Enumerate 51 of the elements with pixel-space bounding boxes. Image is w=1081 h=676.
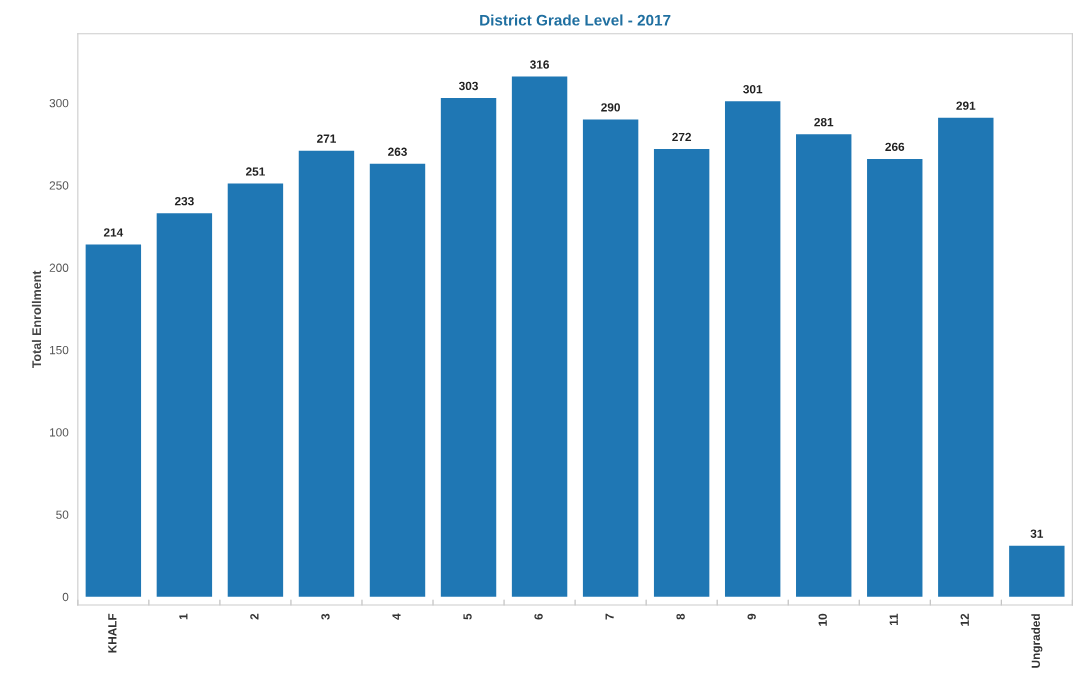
x-tick-label: 2 [250,613,259,620]
y-tick-label: 150 [50,345,69,355]
bar [724,101,781,597]
data-label: 31 [1030,529,1044,538]
x-tick-label: 10 [818,613,827,626]
bar [298,150,355,597]
y-tick-label: 0 [62,592,69,602]
bar [227,183,284,597]
data-label: 263 [388,147,407,156]
bar [511,76,568,597]
x-tick-label: 11 [889,613,898,626]
bar [796,134,852,597]
data-label: 303 [458,81,478,91]
x-tick-label: 7 [605,613,614,620]
y-tick-label: 50 [56,510,69,519]
x-tick-label: 1 [179,613,188,620]
y-tick-label: 100 [50,428,69,437]
data-label: 301 [743,85,763,94]
x-tick-label: 6 [534,613,543,620]
x-tick-label: KHALF [108,613,117,653]
y-tick-label: 300 [49,98,69,108]
x-tick-label: 5 [463,613,472,620]
bar [440,98,497,597]
bar [867,158,923,597]
x-tick-label: 3 [321,613,330,620]
y-axis-title: Total Enrollment [31,270,42,369]
bar [85,244,142,597]
x-tick-label: 4 [392,613,401,620]
x-tick-label: 8 [676,613,685,620]
data-label: 316 [530,60,549,69]
y-tick-label: 250 [49,181,69,190]
data-label: 251 [245,167,265,176]
x-tick-label: 9 [747,613,756,620]
x-tick-label: Ungraded [1031,614,1043,668]
data-label: 271 [317,134,336,143]
bar [1009,545,1065,597]
bar [369,163,426,597]
data-label: 291 [956,101,976,110]
x-tick-label: 12 [960,613,969,626]
data-label: 272 [672,132,692,142]
bar [156,213,213,597]
data-label: 290 [601,103,620,112]
bar [653,149,710,597]
data-label: 266 [885,142,905,152]
data-label: 233 [174,196,194,206]
chart-title: District Grade Level - 2017 [480,14,671,26]
data-label: 214 [103,228,124,237]
bar [938,117,994,597]
bar [582,119,639,597]
data-label: 281 [814,117,834,127]
y-tick-label: 200 [49,263,69,272]
